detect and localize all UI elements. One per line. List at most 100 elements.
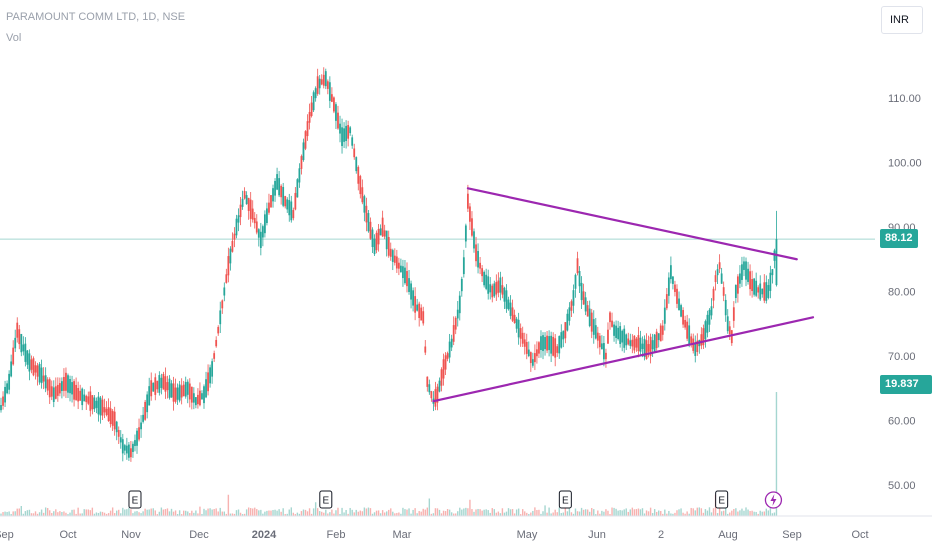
candle-body	[158, 375, 161, 393]
candle-body	[464, 225, 467, 242]
candle-body	[680, 305, 682, 317]
candle	[56, 377, 59, 402]
candle	[168, 375, 171, 400]
volume-bar	[148, 509, 150, 516]
volume-bar	[467, 508, 469, 516]
candle	[138, 418, 140, 442]
candle	[42, 367, 45, 390]
candle	[544, 332, 546, 356]
candle-body	[580, 282, 583, 301]
candle-body	[659, 325, 662, 342]
candle	[247, 197, 250, 220]
candle-body	[318, 78, 321, 89]
currency-button[interactable]: INR	[881, 6, 923, 34]
volume-bar	[741, 508, 743, 516]
candle-body	[266, 208, 268, 223]
volume-bar	[558, 507, 560, 516]
volume-bar	[635, 509, 638, 516]
volume-bar	[584, 509, 587, 516]
candle	[282, 182, 285, 208]
candle	[554, 334, 557, 367]
volume-bar	[4, 511, 6, 516]
volume-bar	[388, 509, 390, 516]
candle	[773, 248, 776, 269]
candle	[166, 375, 169, 399]
candle-body	[371, 229, 374, 248]
volume-bar	[753, 511, 755, 516]
volume-bar	[40, 509, 43, 516]
volume-bar	[739, 510, 741, 516]
volume-bar	[278, 509, 280, 516]
candle	[52, 380, 55, 408]
candle	[389, 242, 392, 261]
volume-bar	[172, 511, 175, 516]
candle	[16, 317, 19, 343]
candle	[477, 243, 479, 274]
volume-bar	[243, 513, 246, 516]
volume-bar	[564, 508, 567, 516]
candle-body	[164, 376, 167, 392]
candle-body	[298, 168, 301, 183]
candle-body	[497, 280, 500, 293]
candle-body	[607, 329, 609, 344]
volume-bar	[733, 509, 735, 516]
candle	[517, 312, 520, 345]
candle-body	[736, 276, 739, 294]
candle-body	[657, 333, 660, 341]
time-axis[interactable]: Sep Oct Nov Dec 2024 Feb Mar May Jun 2 Aug Sep Oct	[0, 515, 932, 541]
volume-bar	[128, 507, 130, 516]
candle-body	[714, 275, 717, 283]
volume-bar	[65, 512, 67, 516]
candle-body	[34, 365, 37, 373]
candle	[483, 270, 486, 288]
volume-bar	[716, 513, 719, 516]
candle	[320, 74, 323, 86]
candle-body	[501, 285, 504, 295]
candle	[89, 386, 92, 417]
volume-bar	[221, 511, 223, 516]
volume-bar	[576, 511, 579, 516]
volume-bar	[690, 507, 692, 516]
candle	[63, 368, 65, 397]
candle-body	[343, 128, 345, 142]
candle-body	[544, 337, 546, 350]
volume-bar	[136, 511, 138, 516]
candle-body	[509, 302, 512, 316]
candle	[365, 197, 368, 232]
candle-body	[422, 311, 425, 324]
candle	[48, 377, 51, 404]
candle	[471, 211, 473, 238]
volume-bar	[483, 509, 485, 516]
volume-bar	[89, 510, 92, 516]
candle-body	[406, 271, 408, 287]
candle-body	[609, 312, 611, 323]
candle-body	[560, 332, 563, 348]
candle	[12, 340, 15, 366]
candle-body	[71, 382, 73, 395]
candle-body	[231, 240, 234, 252]
candle	[724, 294, 727, 322]
candle-body	[513, 314, 516, 323]
x-tick-label: Aug	[718, 529, 738, 541]
volume-bar	[333, 513, 335, 516]
candle	[146, 391, 149, 419]
volume-bar	[241, 514, 244, 516]
candle	[645, 333, 648, 360]
volume-bar	[237, 509, 240, 516]
volume-bar	[225, 513, 228, 516]
candle-body	[22, 344, 25, 352]
volume-bar	[718, 507, 721, 516]
candle	[410, 280, 412, 309]
candle	[298, 163, 301, 188]
volume-bar	[189, 513, 191, 516]
volume-bar	[548, 507, 550, 516]
volume-bar	[126, 509, 128, 516]
candle	[339, 115, 341, 143]
volume-bar	[459, 507, 461, 516]
candle	[180, 378, 183, 405]
volume-bar	[448, 509, 451, 516]
volume-bar	[276, 510, 278, 516]
